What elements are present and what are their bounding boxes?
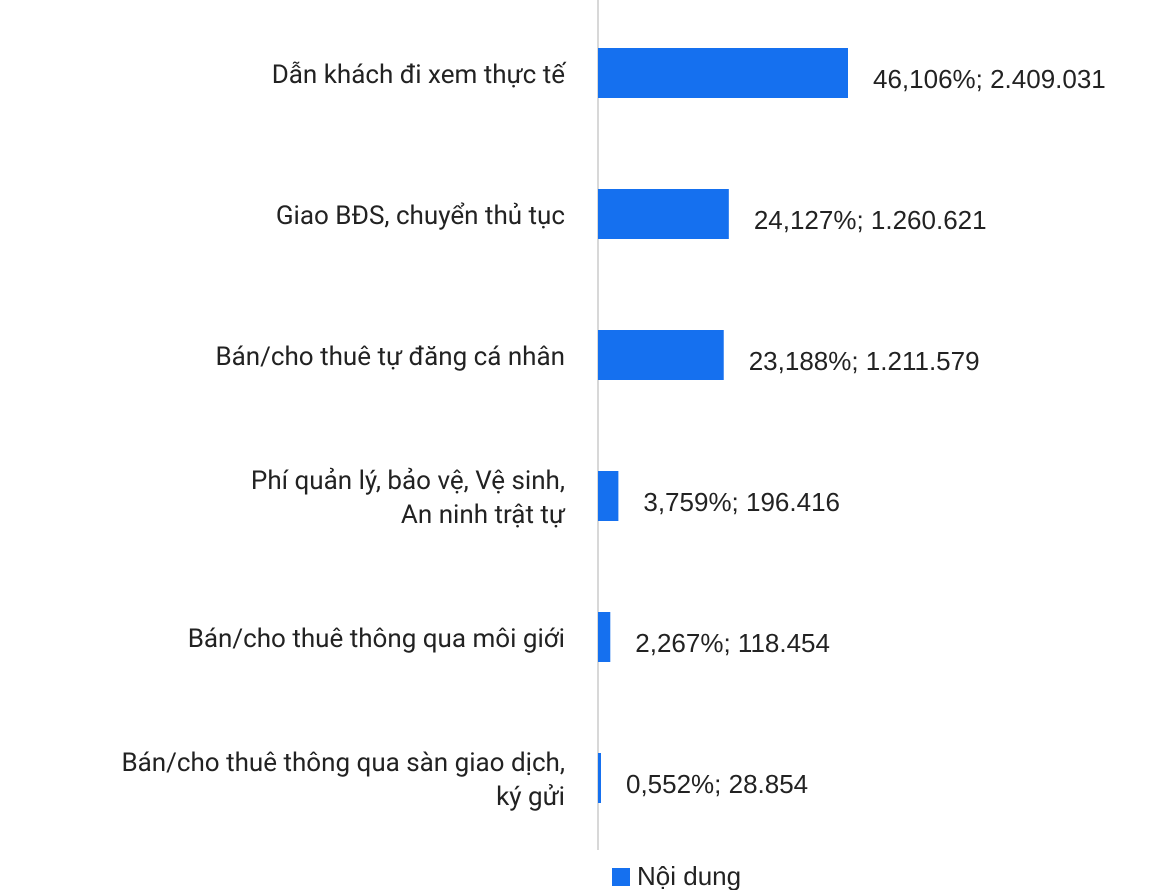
bar: [598, 471, 619, 521]
value-label: 24,127%; 1.260.621: [754, 205, 987, 235]
value-label: 46,106%; 2.409.031: [873, 64, 1106, 94]
category-label: Dẫn khách đi xem thực tế: [271, 60, 565, 90]
legend-swatch: [612, 868, 630, 886]
bar: [598, 612, 611, 662]
value-label: 3,759%; 196.416: [643, 487, 840, 517]
category-label: Phí quản lý, bảo vệ, Vệ sinh, An ninh tr…: [250, 466, 565, 530]
legend-label: Nội dung: [637, 861, 741, 890]
value-label: 0,552%; 28.854: [626, 769, 808, 799]
bar: [598, 753, 601, 803]
value-label: 23,188%; 1.211.579: [749, 346, 980, 376]
category-label: Bán/cho thuê thông qua sàn giao dịch, ký…: [121, 748, 565, 812]
category-label: Bán/cho thuê tự đăng cá nhân: [215, 342, 565, 372]
value-label: 2,267%; 118.454: [635, 628, 830, 658]
category-label: Giao BĐS, chuyển thủ tục: [275, 201, 565, 231]
bar: [598, 48, 848, 98]
category-label: Bán/cho thuê thông qua môi giới: [187, 624, 565, 654]
bar: [598, 189, 729, 239]
bar: [598, 330, 724, 380]
